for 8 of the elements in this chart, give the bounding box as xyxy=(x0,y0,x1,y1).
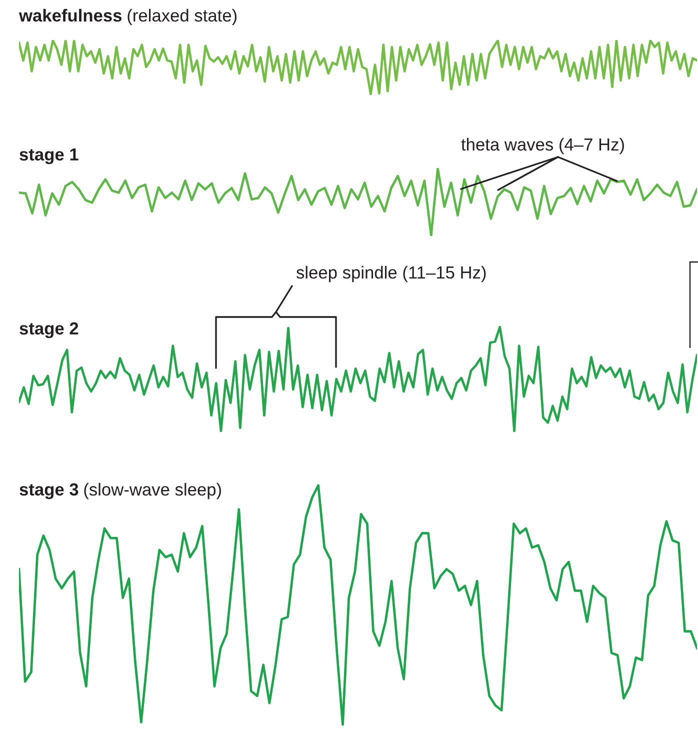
text: sleep spindle (11–15 Hz) xyxy=(296,266,486,282)
chart-subtitle: (relaxed state) xyxy=(128,8,237,26)
chart-title: wakefulness xyxy=(18,8,122,22)
text: theta waves (4–7 Hz) xyxy=(461,138,624,154)
chart-title: stage 2 xyxy=(20,322,78,338)
chart-title: stage 1 xyxy=(20,148,78,164)
chart-title: stage 3 xyxy=(20,483,78,500)
chart-subtitle: (slow-wave sleep) xyxy=(84,482,221,500)
